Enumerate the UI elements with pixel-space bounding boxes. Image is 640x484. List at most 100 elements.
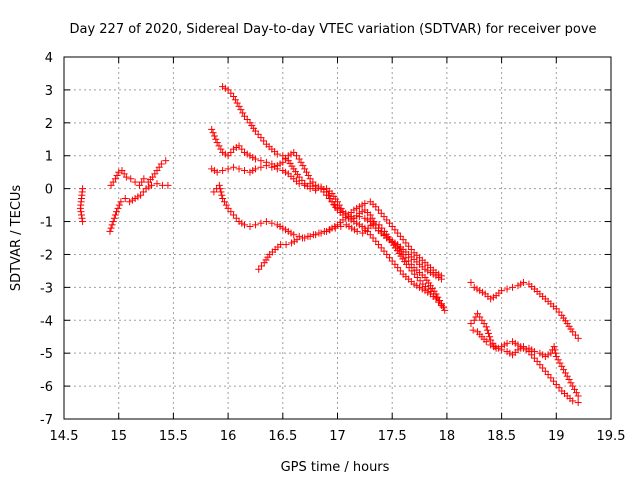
- data-point: [257, 157, 265, 165]
- y-axis-label: SDTVAR / TECUs: [9, 185, 24, 292]
- data-point: [567, 379, 575, 387]
- data-point: [569, 382, 577, 390]
- data-point: [315, 229, 323, 237]
- y-tick-label: -2: [40, 248, 53, 263]
- data-point: [114, 204, 122, 212]
- y-tick-label: -3: [40, 281, 53, 296]
- data-point: [309, 231, 317, 239]
- data-point: [498, 287, 506, 295]
- data-point: [574, 392, 582, 400]
- x-tick-label: 15.5: [159, 429, 188, 444]
- data-point: [337, 222, 345, 230]
- data-point: [218, 191, 226, 199]
- data-point: [216, 185, 224, 193]
- data-point: [482, 323, 490, 331]
- data-point: [320, 227, 328, 235]
- series-arc-k: [469, 326, 582, 407]
- data-point: [437, 272, 445, 280]
- data-point: [237, 106, 245, 114]
- data-point: [574, 334, 582, 342]
- data-point: [235, 102, 243, 110]
- data-point: [110, 214, 118, 222]
- data-point: [268, 219, 276, 227]
- data-point: [219, 167, 227, 175]
- series-arc-g: [210, 181, 445, 280]
- data-point: [561, 369, 569, 377]
- data-point: [334, 198, 341, 206]
- y-tick-label: -5: [40, 347, 53, 362]
- x-tick-label: 19: [548, 429, 565, 444]
- data-point: [304, 232, 312, 240]
- data-point: [251, 155, 259, 163]
- data-point: [219, 195, 227, 203]
- data-point: [257, 163, 265, 171]
- data-point: [552, 352, 560, 360]
- data-point: [486, 333, 494, 341]
- data-point: [484, 329, 492, 337]
- y-tick-label: -4: [40, 314, 53, 329]
- y-tick-label: -6: [40, 380, 53, 395]
- data-point: [483, 326, 491, 334]
- data-point: [257, 219, 265, 227]
- data-point: [241, 221, 249, 229]
- data-point: [208, 125, 216, 133]
- data-point: [78, 211, 86, 219]
- data-point: [115, 201, 123, 209]
- data-point: [301, 181, 309, 189]
- data-point: [115, 168, 123, 176]
- data-point: [220, 198, 228, 206]
- data-point: [467, 320, 475, 328]
- data-point: [552, 349, 560, 357]
- chart-title: Day 227 of 2020, Sidereal Day-to-day VTE…: [69, 22, 596, 37]
- data-point: [117, 198, 125, 206]
- data-point: [467, 278, 475, 286]
- x-tick-label: 16.5: [268, 429, 297, 444]
- data-point: [551, 346, 559, 354]
- data-point: [140, 175, 148, 183]
- data-point: [76, 204, 84, 212]
- data-point: [482, 338, 490, 346]
- x-tick-label: 15: [110, 429, 127, 444]
- data-point: [108, 221, 116, 229]
- data-point: [111, 211, 119, 219]
- data-point: [231, 96, 239, 104]
- data-point: [571, 385, 579, 393]
- data-point: [241, 167, 249, 175]
- series-arc-c: [107, 157, 170, 189]
- data-point: [563, 372, 571, 380]
- y-tick-label: -1: [40, 216, 53, 231]
- data-point: [565, 376, 573, 384]
- data-point: [492, 344, 500, 352]
- y-tick-label: 0: [45, 183, 53, 198]
- data-point: [368, 214, 376, 222]
- x-tick-label: 17: [329, 429, 346, 444]
- series-arc-f: [208, 148, 445, 309]
- data-point: [131, 178, 139, 186]
- series-arc-a: [76, 185, 87, 226]
- data-point: [295, 180, 303, 188]
- data-point: [213, 168, 221, 176]
- data-point: [113, 171, 121, 179]
- data-point: [153, 180, 161, 188]
- x-tick-label: 14.5: [50, 429, 79, 444]
- data-point: [326, 226, 334, 234]
- data-point: [303, 168, 311, 176]
- axes: 14.5 15 15.5 16 16.5 17 17.5 18 18.5 19 19.5 -7 -6 -5…: [40, 51, 625, 444]
- data-point: [235, 165, 243, 173]
- data-point: [113, 208, 121, 216]
- data-point: [209, 129, 217, 137]
- data-point: [355, 213, 363, 221]
- data-point: [273, 150, 281, 158]
- data-point: [233, 99, 241, 107]
- data-point: [295, 155, 303, 163]
- data-point: [217, 188, 225, 196]
- y-tick-label: 3: [45, 84, 53, 99]
- data-point: [574, 399, 582, 407]
- data-point: [251, 165, 259, 173]
- data-point: [213, 139, 221, 147]
- series-arc-b: [106, 180, 172, 235]
- data-point: [251, 221, 259, 229]
- data-point: [301, 165, 309, 173]
